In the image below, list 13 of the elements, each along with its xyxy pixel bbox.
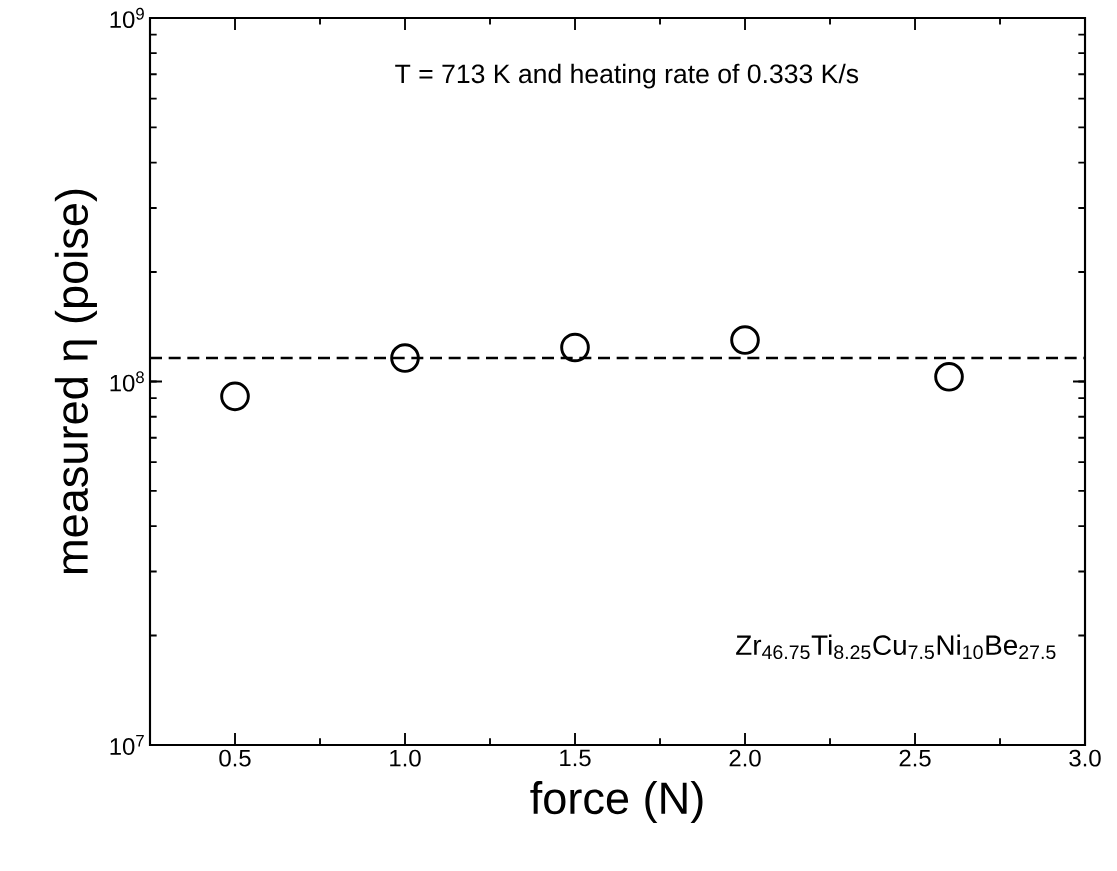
y-tick-label: 10$^{7}$ xyxy=(110,734,144,755)
y-tick-label: 10$^{8}$ xyxy=(110,371,144,392)
x-axis-title: force (N) xyxy=(530,781,703,824)
x-tick-label: 3.0 xyxy=(1069,749,1101,767)
x-tick-label: 2.0 xyxy=(729,749,761,767)
text: Zr$_{46.75}$Ti$_{8.25}$Cu$_{7.5}$Ni$_{10}$Be$_{27.5}$ xyxy=(736,634,1056,660)
y-axis-title: measured η (poise) xyxy=(54,189,97,574)
annotation: T = 713 K and heating rate of 0.333 K/s xyxy=(395,63,859,89)
x-tick-label: 2.5 xyxy=(899,749,931,767)
x-tick-label: 1.5 xyxy=(560,749,591,767)
x-tick-label: 1.0 xyxy=(390,749,421,767)
x-tick-label: 0.5 xyxy=(219,749,251,767)
y-tick-label: 10$^{9}$ xyxy=(110,7,144,29)
